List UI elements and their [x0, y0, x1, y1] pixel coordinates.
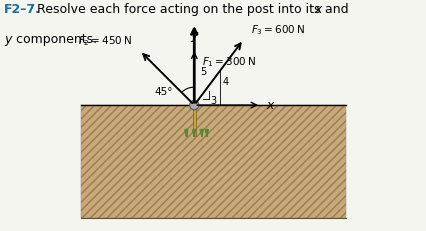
Text: x: x	[265, 99, 273, 112]
Text: $F_1 = 300\,\mathrm{N}$: $F_1 = 300\,\mathrm{N}$	[201, 55, 255, 69]
Text: y: y	[4, 33, 12, 46]
Text: $F_2 = 450\,\mathrm{N}$: $F_2 = 450\,\mathrm{N}$	[78, 34, 132, 48]
Text: 3: 3	[210, 96, 216, 106]
Text: x: x	[313, 3, 320, 16]
Text: Resolve each force acting on the post into its: Resolve each force acting on the post in…	[29, 3, 324, 16]
Bar	[192, 105, 196, 136]
Text: 4: 4	[222, 77, 228, 87]
Text: $F_3 = 600\,\mathrm{N}$: $F_3 = 600\,\mathrm{N}$	[250, 23, 305, 37]
Text: 5: 5	[200, 67, 206, 77]
Bar	[81, 105, 345, 218]
Text: and: and	[320, 3, 348, 16]
Bar	[81, 105, 345, 218]
Circle shape	[189, 100, 199, 110]
Text: F2–7.: F2–7.	[4, 3, 41, 16]
Text: y: y	[190, 29, 198, 42]
Text: components.: components.	[12, 33, 96, 46]
Text: 45°: 45°	[154, 87, 173, 97]
